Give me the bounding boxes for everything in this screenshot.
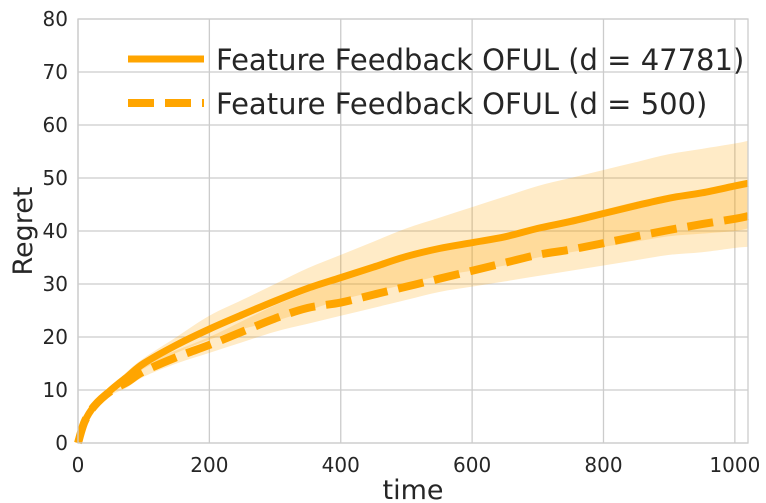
- series-line-1: [74, 212, 749, 445]
- confidence-band-1: [78, 183, 748, 444]
- y-tick-label: 30: [43, 272, 68, 296]
- legend: Feature Feedback OFUL (d = 47781) Feature…: [128, 43, 744, 121]
- y-tick-label: 10: [43, 378, 68, 402]
- y-tick-label: 50: [43, 166, 68, 190]
- x-tick-label: 800: [584, 453, 622, 477]
- x-tick-label: 0: [72, 453, 85, 477]
- y-tick-label: 0: [55, 431, 68, 455]
- legend-label-1: Feature Feedback OFUL (d = 500): [216, 87, 707, 121]
- legend-label-0: Feature Feedback OFUL (d = 47781): [216, 43, 744, 77]
- series-line-0: [74, 179, 749, 445]
- x-axis-label: time: [382, 475, 443, 503]
- y-tick-labels: 0 10 20 30 40 50 60 70 80: [43, 7, 68, 455]
- y-axis-label: Regret: [8, 186, 39, 275]
- confidence-bands: [78, 140, 748, 444]
- x-tick-labels: 0 200 400 600 800 1000: [72, 453, 761, 477]
- plot-frame: [77, 18, 749, 444]
- x-tick-label: 400: [322, 453, 360, 477]
- x-tick-label: 600: [453, 453, 491, 477]
- y-tick-label: 40: [43, 219, 68, 243]
- y-tick-label: 70: [43, 60, 68, 84]
- y-tick-label: 20: [43, 325, 68, 349]
- x-tick-label: 200: [190, 453, 228, 477]
- series-lines: [74, 179, 749, 445]
- y-tick-label: 80: [43, 7, 68, 31]
- x-tick-label: 1000: [709, 453, 760, 477]
- y-tick-label: 60: [43, 113, 68, 137]
- grid: [77, 18, 748, 444]
